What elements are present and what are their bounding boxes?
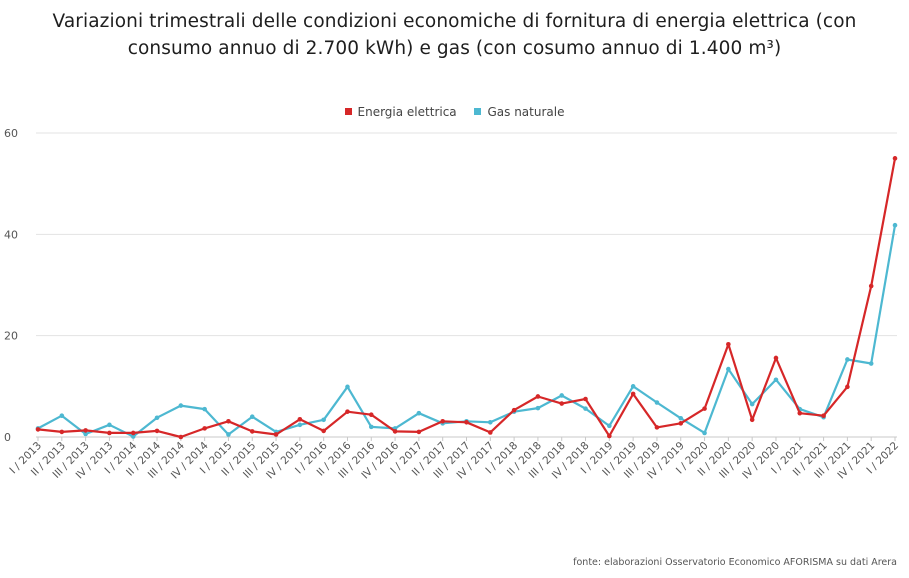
series-energia-elettrica — [35, 156, 898, 440]
legend-label-gas: Gas naturale — [487, 104, 565, 119]
source-note: fonte: elaborazioni Osservatorio Economi… — [573, 557, 897, 568]
data-point[interactable] — [702, 430, 707, 436]
data-point[interactable] — [773, 377, 779, 383]
data-point[interactable] — [392, 429, 398, 434]
data-point[interactable] — [630, 384, 636, 389]
data-point[interactable] — [130, 430, 136, 436]
data-point[interactable] — [59, 429, 65, 435]
legend-item-gas[interactable]: Gas naturale — [474, 105, 564, 119]
data-point[interactable] — [773, 355, 779, 361]
legend-label-energia: Energia elettrica — [357, 104, 457, 119]
data-point[interactable] — [226, 432, 231, 437]
data-point[interactable] — [416, 429, 422, 435]
data-point[interactable] — [345, 409, 350, 414]
y-tick-label: 20 — [4, 330, 18, 343]
data-point[interactable] — [249, 414, 255, 420]
data-point[interactable] — [154, 428, 160, 434]
data-point[interactable] — [226, 418, 231, 424]
data-point[interactable] — [249, 429, 255, 434]
legend-item-energia[interactable]: Energia elettrica — [344, 104, 457, 119]
data-point[interactable] — [321, 417, 326, 423]
chart-title-line-1: Variazioni trimestrali delle condizioni … — [52, 11, 857, 32]
chart-title-line-2: consumo annuo di 2.700 kWh) e gas (con c… — [127, 38, 782, 59]
data-point[interactable] — [511, 407, 517, 413]
data-point[interactable] — [202, 406, 207, 412]
data-point[interactable] — [488, 420, 493, 425]
y-axis-ticks: 0 20 40 60 — [4, 127, 18, 444]
gridlines — [36, 132, 897, 438]
data-point[interactable] — [845, 357, 850, 362]
data-point[interactable] — [273, 432, 279, 437]
data-point[interactable] — [607, 423, 612, 429]
data-point[interactable] — [749, 401, 755, 407]
legend-swatch-gas — [474, 108, 482, 115]
data-point[interactable] — [464, 420, 469, 425]
data-point[interactable] — [130, 434, 136, 439]
data-point[interactable] — [654, 400, 660, 405]
data-point[interactable] — [488, 430, 493, 435]
data-point[interactable] — [702, 406, 707, 411]
chart-legend: Energia elettrica Gas naturale — [0, 104, 909, 119]
data-point[interactable] — [345, 384, 350, 390]
legend-swatch-energia — [344, 108, 352, 115]
data-point[interactable] — [892, 156, 898, 161]
data-point[interactable] — [607, 433, 612, 439]
data-point[interactable] — [297, 422, 303, 428]
data-point[interactable] — [892, 222, 898, 228]
data-point[interactable] — [368, 412, 374, 418]
data-point[interactable] — [178, 434, 184, 440]
data-point[interactable] — [678, 421, 684, 426]
data-point[interactable] — [559, 393, 565, 398]
series-line — [36, 157, 897, 439]
data-point[interactable] — [107, 430, 112, 436]
data-point[interactable] — [583, 406, 588, 411]
data-point[interactable] — [107, 422, 112, 428]
data-point[interactable] — [726, 341, 731, 347]
series-gas-naturale — [35, 222, 898, 439]
data-point[interactable] — [726, 366, 731, 372]
data-point[interactable] — [845, 384, 850, 390]
data-point[interactable] — [868, 283, 874, 289]
data-point[interactable] — [535, 394, 541, 399]
series-line — [36, 224, 897, 438]
data-point[interactable] — [630, 391, 636, 397]
data-point[interactable] — [202, 426, 207, 431]
data-point[interactable] — [678, 415, 684, 421]
data-point[interactable] — [178, 403, 184, 408]
data-point[interactable] — [321, 428, 326, 434]
data-point[interactable] — [583, 396, 588, 402]
data-point[interactable] — [83, 428, 88, 433]
data-point[interactable] — [59, 413, 65, 419]
y-tick-label: 60 — [4, 127, 18, 140]
data-point[interactable] — [535, 405, 541, 411]
data-point[interactable] — [368, 424, 374, 430]
series-lines — [35, 156, 898, 440]
data-point[interactable] — [654, 425, 660, 430]
data-point[interactable] — [821, 413, 826, 419]
data-point[interactable] — [797, 410, 803, 416]
y-tick-label: 0 — [4, 431, 11, 444]
chart-title: Variazioni trimestrali delle condizioni … — [0, 8, 909, 62]
y-tick-label: 40 — [4, 228, 18, 241]
data-point[interactable] — [35, 427, 41, 432]
data-point[interactable] — [154, 415, 160, 421]
data-point[interactable] — [868, 361, 874, 366]
data-point[interactable] — [83, 431, 88, 437]
data-point[interactable] — [440, 418, 445, 424]
data-point[interactable] — [749, 417, 755, 423]
data-point[interactable] — [297, 416, 303, 422]
data-point[interactable] — [416, 410, 422, 416]
data-point[interactable] — [559, 401, 565, 406]
